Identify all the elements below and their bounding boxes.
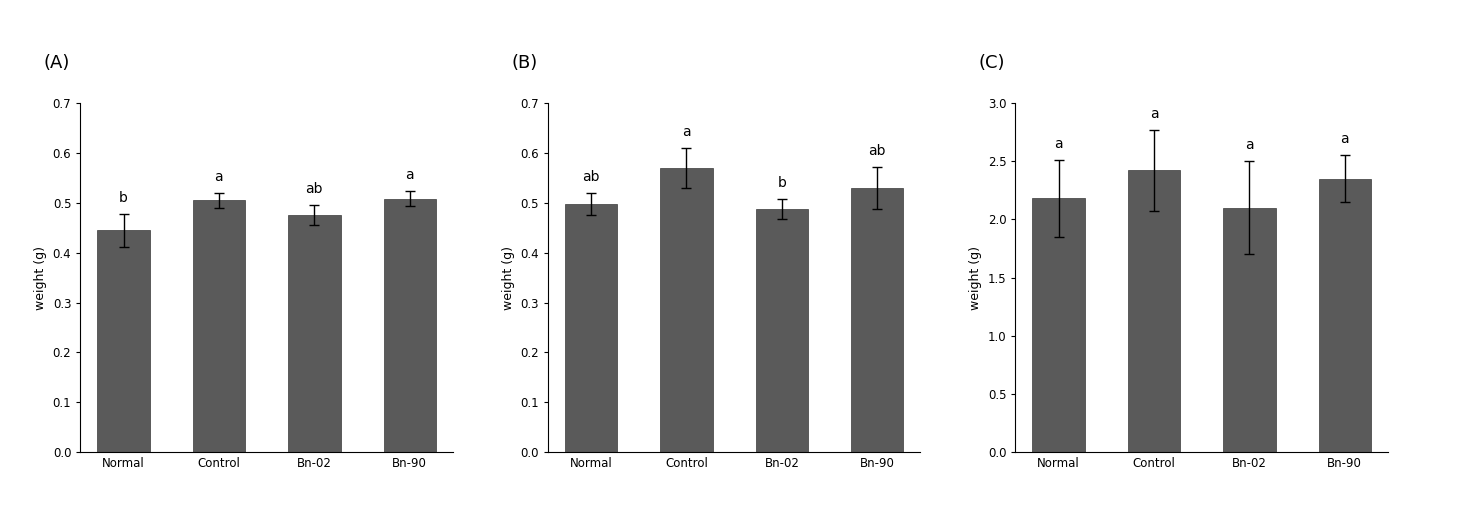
Text: a: a — [405, 169, 413, 182]
Bar — [565, 204, 618, 452]
Text: ab: ab — [305, 182, 323, 196]
Y-axis label: weight (g): weight (g) — [34, 246, 47, 309]
Text: ab: ab — [868, 144, 885, 158]
Bar — [1033, 198, 1086, 452]
Text: a: a — [1245, 138, 1254, 152]
Bar — [660, 168, 713, 452]
Text: (C): (C) — [979, 54, 1005, 72]
Text: ab: ab — [583, 170, 600, 184]
Text: b: b — [777, 176, 786, 190]
Text: a: a — [1340, 133, 1349, 146]
Bar — [1223, 208, 1275, 452]
Y-axis label: weight (g): weight (g) — [969, 246, 982, 309]
Text: a: a — [1150, 107, 1159, 121]
Bar — [850, 188, 903, 452]
Text: a: a — [682, 125, 691, 139]
Bar — [288, 215, 340, 452]
Text: b: b — [120, 191, 129, 205]
Bar — [98, 230, 150, 452]
Text: a: a — [215, 170, 224, 184]
Y-axis label: weight (g): weight (g) — [501, 246, 514, 309]
Bar — [755, 209, 808, 452]
Bar — [383, 199, 435, 452]
Bar — [1128, 170, 1180, 452]
Text: (B): (B) — [511, 54, 538, 72]
Bar — [193, 200, 245, 452]
Text: (A): (A) — [44, 54, 70, 72]
Text: a: a — [1055, 137, 1064, 151]
Bar — [1318, 178, 1370, 452]
